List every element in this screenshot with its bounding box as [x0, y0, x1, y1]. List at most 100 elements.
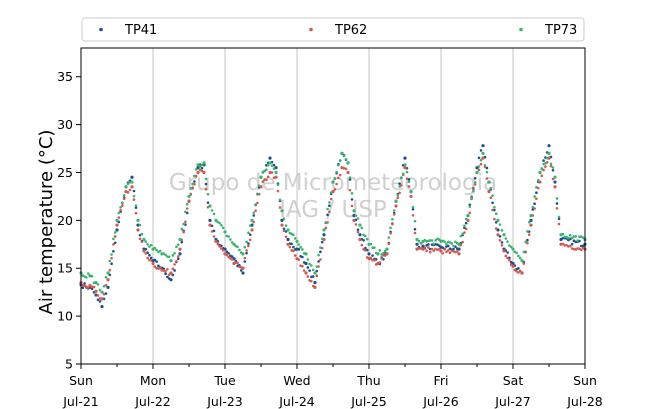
data-point: [557, 217, 561, 221]
data-point: [132, 198, 136, 201]
data-point: [544, 162, 547, 165]
data-point: [153, 246, 157, 250]
data-point: [446, 249, 450, 252]
data-point: [180, 227, 184, 231]
data-point: [335, 182, 338, 186]
data-point: [378, 249, 382, 252]
data-point: [272, 167, 276, 170]
data-point: [324, 221, 328, 224]
data-point: [517, 254, 520, 258]
data-point: [428, 247, 432, 251]
data-point: [230, 255, 234, 258]
data-point: [481, 156, 485, 160]
data-point: [202, 161, 206, 165]
data-point: [256, 201, 259, 205]
data-point: [557, 222, 561, 226]
data-point: [396, 194, 400, 197]
data-point: [280, 223, 284, 227]
data-point: [162, 252, 166, 255]
data-point: [407, 178, 411, 181]
data-point: [191, 182, 194, 186]
data-point: [187, 194, 191, 199]
data-point: [121, 201, 124, 205]
data-point: [513, 268, 517, 272]
data-point: [221, 248, 225, 252]
data-point: [535, 191, 538, 194]
data-point: [570, 236, 574, 240]
data-point: [394, 204, 398, 208]
y-tick-label: 20: [57, 213, 73, 228]
data-point: [122, 193, 126, 197]
data-point: [335, 170, 338, 174]
data-point: [342, 166, 346, 170]
data-point: [208, 218, 212, 222]
data-point: [247, 231, 250, 234]
data-point: [134, 206, 138, 209]
data-point: [340, 151, 344, 155]
data-point: [274, 170, 278, 175]
data-point: [506, 256, 509, 260]
data-point: [229, 238, 232, 241]
data-point: [494, 212, 498, 216]
data-point: [322, 228, 326, 232]
data-point: [243, 245, 247, 249]
data-point: [252, 211, 256, 215]
data-point: [468, 211, 472, 215]
data-point: [113, 235, 117, 238]
data-point: [180, 240, 184, 244]
data-point: [243, 256, 247, 260]
data-point: [413, 219, 417, 223]
x-axis: Sun Jul-21 Mon Jul-22 Tue Jul-23 Wed Jul-24 Thu J…: [62, 364, 603, 409]
data-point: [354, 214, 358, 217]
data-point: [461, 240, 464, 244]
data-point: [189, 192, 193, 196]
data-point: [132, 194, 136, 198]
data-point: [322, 233, 326, 237]
data-point: [457, 242, 461, 246]
data-point: [171, 254, 175, 257]
data-point: [500, 229, 504, 232]
data-point: [389, 226, 392, 230]
data-point: [391, 217, 394, 221]
data-point: [100, 290, 104, 294]
data-point: [96, 298, 100, 302]
data-point: [427, 246, 430, 249]
data-point: [265, 178, 268, 182]
data-point: [544, 165, 547, 168]
data-point: [376, 252, 380, 256]
data-point: [112, 237, 115, 241]
data-point: [315, 274, 319, 278]
data-point: [466, 213, 470, 218]
data-point: [315, 269, 319, 273]
data-point: [483, 163, 487, 167]
data-point: [270, 164, 274, 168]
data-point: [520, 258, 524, 263]
data-point: [310, 264, 313, 267]
data-point: [498, 239, 502, 242]
data-point: [280, 218, 284, 222]
data-point: [413, 227, 417, 231]
data-point: [398, 185, 401, 188]
data-point: [425, 249, 428, 253]
data-point: [306, 266, 310, 269]
data-point: [185, 207, 189, 210]
data-point: [531, 205, 535, 209]
data-point: [439, 249, 443, 253]
data-point: [498, 235, 502, 238]
data-point: [230, 241, 234, 244]
data-point: [292, 245, 295, 249]
data-point: [570, 242, 574, 246]
data-point: [158, 249, 162, 253]
data-point: [293, 254, 297, 257]
data-point: [104, 275, 108, 279]
data-point: [169, 278, 173, 282]
data-point: [568, 233, 572, 237]
data-point: [496, 218, 500, 222]
data-point: [138, 233, 142, 237]
data-point: [493, 205, 496, 209]
data-point: [360, 243, 364, 247]
data-point: [153, 265, 157, 268]
data-point: [100, 297, 104, 301]
data-point: [502, 249, 506, 253]
data-point: [239, 269, 243, 272]
